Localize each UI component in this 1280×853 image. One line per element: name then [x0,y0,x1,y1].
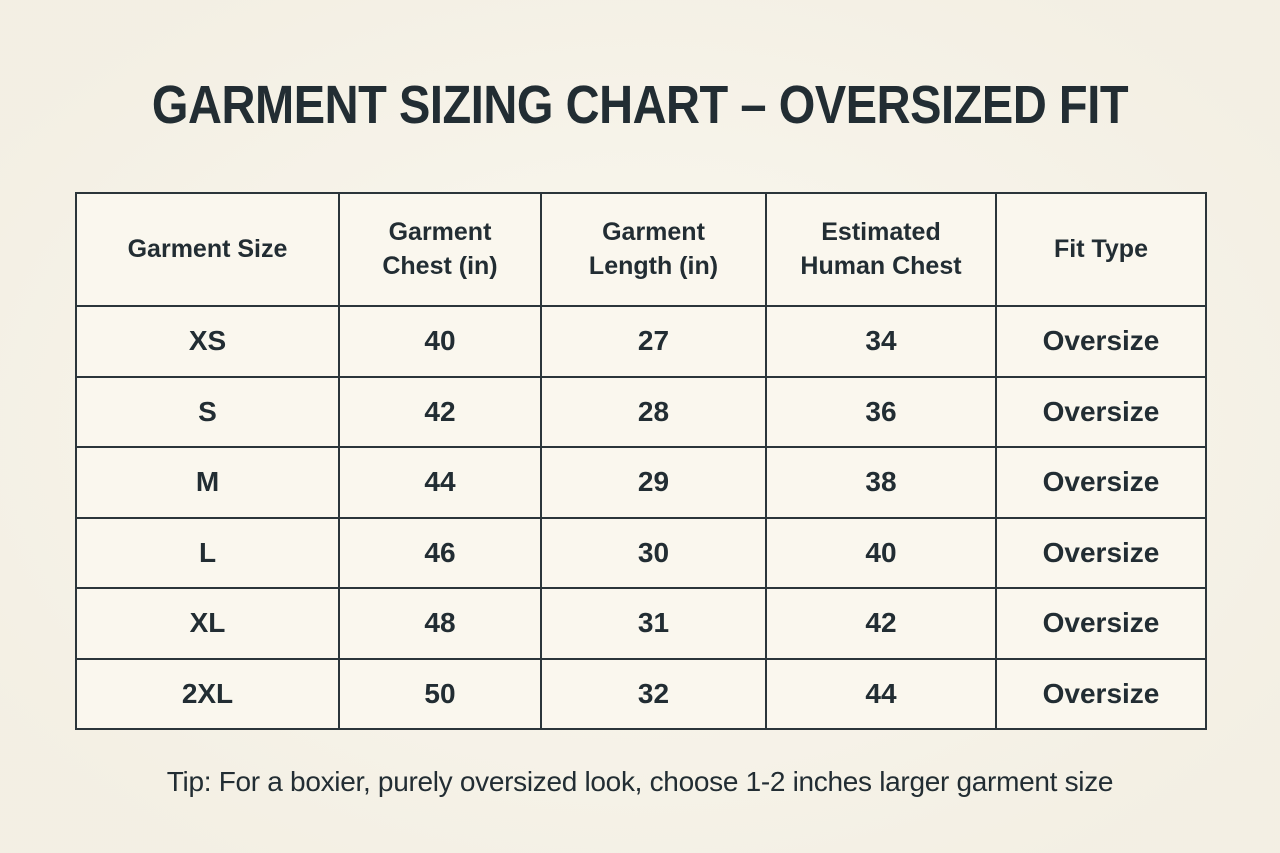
cell-chest: 50 [338,657,542,730]
cell-fit-type: Oversize [995,587,1207,660]
cell-fit-type: Oversize [995,375,1207,448]
column-header-fit-type: Fit Type [995,192,1207,307]
cell-chest: 44 [338,446,542,519]
cell-length: 29 [540,446,767,519]
sizing-table: Garment Size Garment Chest (in) Garment … [75,192,1207,730]
table-row-xl: XL 48 31 42 Oversize [75,587,1207,660]
cell-human-chest: 42 [765,587,997,660]
cell-size: 2XL [75,657,340,730]
cell-chest: 40 [338,305,542,378]
cell-fit-type: Oversize [995,516,1207,589]
cell-length: 27 [540,305,767,378]
cell-chest: 48 [338,587,542,660]
table-row-m: M 44 29 38 Oversize [75,446,1207,519]
column-header-garment-length: Garment Length (in) [540,192,767,307]
cell-size: S [75,375,340,448]
cell-fit-type: Oversize [995,305,1207,378]
table-row-2xl: 2XL 50 32 44 Oversize [75,657,1207,730]
table-row-s: S 42 28 36 Oversize [75,375,1207,448]
cell-length: 28 [540,375,767,448]
cell-size: M [75,446,340,519]
page-title: GARMENT SIZING CHART – OVERSIZED FIT [151,75,1129,135]
cell-length: 32 [540,657,767,730]
cell-size: XL [75,587,340,660]
cell-human-chest: 36 [765,375,997,448]
cell-size: L [75,516,340,589]
tip-text: Tip: For a boxier, purely oversized look… [166,766,1114,797]
table-row-xs: XS 40 27 34 Oversize [75,305,1207,378]
table-header-row: Garment Size Garment Chest (in) Garment … [75,192,1207,307]
column-header-garment-chest: Garment Chest (in) [338,192,542,307]
cell-size: XS [75,305,340,378]
cell-human-chest: 44 [765,657,997,730]
cell-fit-type: Oversize [995,657,1207,730]
column-header-garment-size: Garment Size [75,192,340,307]
column-header-estimated-human-chest: Estimated Human Chest [765,192,997,307]
cell-chest: 42 [338,375,542,448]
cell-length: 31 [540,587,767,660]
cell-human-chest: 40 [765,516,997,589]
cell-chest: 46 [338,516,542,589]
cell-human-chest: 34 [765,305,997,378]
table-row-l: L 46 30 40 Oversize [75,516,1207,589]
cell-length: 30 [540,516,767,589]
cell-human-chest: 38 [765,446,997,519]
cell-fit-type: Oversize [995,446,1207,519]
